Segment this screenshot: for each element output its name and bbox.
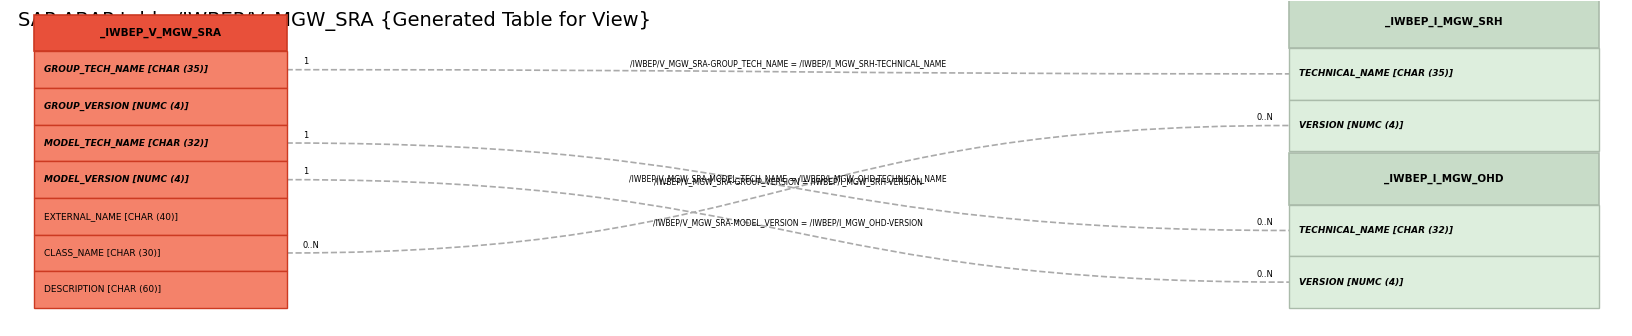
Text: _IWBEP_V_MGW_SRA: _IWBEP_V_MGW_SRA (100, 28, 220, 38)
FancyBboxPatch shape (34, 51, 287, 88)
Text: VERSION [NUMC (4)]: VERSION [NUMC (4)] (1297, 121, 1402, 130)
Text: 0..N: 0..N (304, 241, 320, 250)
Text: TECHNICAL_NAME [CHAR (32)]: TECHNICAL_NAME [CHAR (32)] (1297, 226, 1452, 235)
FancyBboxPatch shape (34, 125, 287, 161)
Text: /IWBEP/V_MGW_SRA-MODEL_TECH_NAME = /IWBEP/I_MGW_OHD-TECHNICAL_NAME: /IWBEP/V_MGW_SRA-MODEL_TECH_NAME = /IWBE… (628, 174, 947, 183)
FancyBboxPatch shape (1289, 256, 1598, 308)
FancyBboxPatch shape (1289, 0, 1598, 48)
Text: 1: 1 (304, 131, 308, 140)
FancyBboxPatch shape (34, 88, 287, 125)
Text: _IWBEP_I_MGW_OHD: _IWBEP_I_MGW_OHD (1384, 174, 1503, 184)
Text: GROUP_VERSION [NUMC (4)]: GROUP_VERSION [NUMC (4)] (44, 102, 188, 111)
FancyBboxPatch shape (34, 15, 287, 51)
Text: VERSION [NUMC (4)]: VERSION [NUMC (4)] (1297, 278, 1402, 287)
Text: CLASS_NAME [CHAR (30)]: CLASS_NAME [CHAR (30)] (44, 248, 160, 257)
Text: /IWBEP/V_MGW_SRA-MODEL_VERSION = /IWBEP/I_MGW_OHD-VERSION: /IWBEP/V_MGW_SRA-MODEL_VERSION = /IWBEP/… (653, 218, 922, 227)
FancyBboxPatch shape (34, 161, 287, 198)
Text: /IWBEP/V_MGW_SRA-GROUP_TECH_NAME = /IWBEP/I_MGW_SRH-TECHNICAL_NAME: /IWBEP/V_MGW_SRA-GROUP_TECH_NAME = /IWBE… (630, 59, 945, 69)
Text: 0..N: 0..N (1255, 218, 1273, 227)
FancyBboxPatch shape (34, 235, 287, 271)
FancyBboxPatch shape (1289, 48, 1598, 100)
Text: TECHNICAL_NAME [CHAR (35)]: TECHNICAL_NAME [CHAR (35)] (1297, 69, 1452, 78)
Text: DESCRIPTION [CHAR (60)]: DESCRIPTION [CHAR (60)] (44, 285, 162, 294)
FancyBboxPatch shape (34, 198, 287, 235)
Text: GROUP_TECH_NAME [CHAR (35)]: GROUP_TECH_NAME [CHAR (35)] (44, 65, 207, 74)
Text: 0..N: 0..N (1255, 270, 1273, 279)
Text: 1: 1 (304, 167, 308, 176)
Text: 0..N: 0..N (1255, 113, 1273, 122)
FancyBboxPatch shape (1289, 205, 1598, 256)
Text: MODEL_VERSION [NUMC (4)]: MODEL_VERSION [NUMC (4)] (44, 175, 189, 184)
Text: MODEL_TECH_NAME [CHAR (32)]: MODEL_TECH_NAME [CHAR (32)] (44, 138, 207, 148)
FancyBboxPatch shape (1289, 100, 1598, 151)
Text: /IWBEP/V_MGW_SRA-GROUP_VERSION = /IWBEP/I_MGW_SRH-VERSION: /IWBEP/V_MGW_SRA-GROUP_VERSION = /IWBEP/… (653, 177, 922, 186)
Text: EXTERNAL_NAME [CHAR (40)]: EXTERNAL_NAME [CHAR (40)] (44, 212, 178, 221)
Text: _IWBEP_I_MGW_SRH: _IWBEP_I_MGW_SRH (1384, 17, 1501, 27)
Text: SAP ABAP table /IWBEP/V_MGW_SRA {Generated Table for View}: SAP ABAP table /IWBEP/V_MGW_SRA {Generat… (18, 11, 651, 31)
FancyBboxPatch shape (1289, 153, 1598, 205)
Text: 1: 1 (304, 57, 308, 67)
FancyBboxPatch shape (34, 271, 287, 308)
